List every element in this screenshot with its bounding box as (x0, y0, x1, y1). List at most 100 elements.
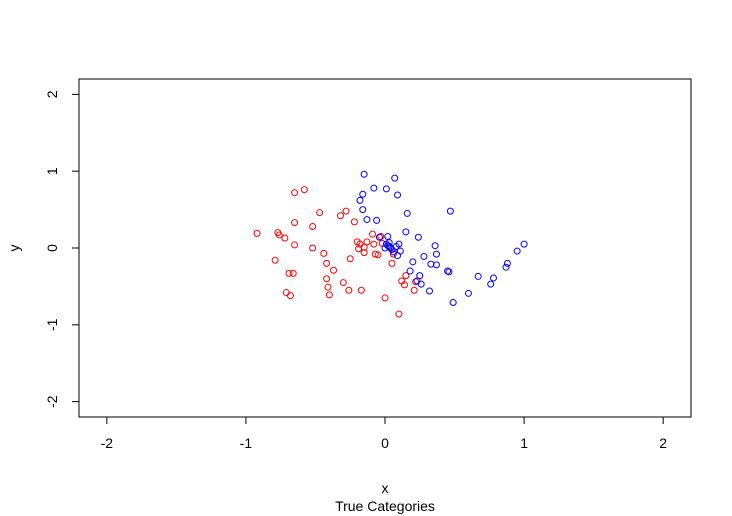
data-point (402, 272, 410, 280)
data-point (289, 269, 297, 277)
data-point (323, 259, 331, 267)
data-point (474, 272, 482, 280)
data-point (427, 260, 435, 268)
data-point (371, 250, 379, 258)
data-point (389, 250, 397, 258)
data-point (291, 219, 299, 227)
data-point (360, 243, 368, 251)
data-point (330, 266, 338, 274)
data-point (281, 234, 289, 242)
x-tick-label: -1 (240, 435, 253, 451)
y-axis: -2 -1 0 1 2 (44, 90, 80, 408)
data-point (389, 248, 397, 256)
data-point (426, 287, 434, 295)
data-point (410, 286, 418, 294)
data-point (375, 233, 383, 241)
data-point (432, 250, 440, 258)
data-point (363, 238, 371, 246)
data-point (520, 240, 528, 248)
data-point (360, 249, 368, 257)
data-point (291, 241, 299, 249)
data-point (368, 230, 376, 238)
data-point (350, 218, 358, 226)
data-point (356, 196, 364, 204)
data-point (320, 249, 328, 257)
y-tick-label: 0 (44, 244, 60, 252)
data-point (449, 299, 457, 307)
data-point (286, 292, 294, 300)
data-points (253, 170, 528, 318)
data-point (359, 190, 367, 198)
x-tick-label: -2 (101, 435, 114, 451)
data-point (513, 247, 521, 255)
data-point (402, 228, 410, 236)
y-tick-label: 1 (44, 167, 60, 175)
data-point (324, 283, 332, 291)
data-point (346, 255, 354, 263)
data-point (445, 268, 453, 276)
data-point (431, 242, 439, 250)
data-point (291, 189, 299, 197)
y-tick-label: -1 (44, 318, 60, 331)
data-point (336, 212, 344, 220)
data-point (309, 222, 317, 230)
data-point (370, 240, 378, 248)
data-point (446, 207, 454, 215)
data-point (406, 267, 414, 275)
data-point (396, 247, 404, 255)
y-tick-label: 2 (44, 90, 60, 98)
data-point (323, 275, 331, 283)
data-point (384, 232, 392, 240)
data-point (275, 231, 283, 239)
data-point (395, 240, 403, 248)
data-point (417, 280, 425, 288)
data-point (464, 289, 472, 297)
data-point (403, 209, 411, 217)
data-point (253, 229, 261, 237)
data-point (316, 209, 324, 217)
chart-subtitle: True Categories (335, 498, 435, 514)
data-point (339, 279, 347, 287)
data-point (300, 186, 308, 194)
data-point (409, 258, 417, 266)
data-point (359, 206, 367, 214)
data-point (432, 261, 440, 269)
data-point (388, 259, 396, 267)
data-point (381, 294, 389, 302)
data-point (342, 207, 350, 215)
data-point (285, 269, 293, 277)
data-point (325, 291, 333, 299)
data-point (357, 286, 365, 294)
data-point (373, 216, 381, 224)
data-point (370, 184, 378, 192)
x-tick-label: 1 (520, 435, 528, 451)
plot-frame (78, 78, 692, 418)
data-point (400, 281, 408, 289)
data-point (502, 263, 510, 271)
data-point (391, 174, 399, 182)
x-tick-label: 0 (381, 435, 389, 451)
data-point (414, 233, 422, 241)
data-point (271, 256, 279, 264)
data-point (503, 259, 511, 267)
data-point (394, 191, 402, 199)
x-axis-label: x (382, 480, 389, 496)
data-point (420, 252, 428, 260)
data-point (487, 280, 495, 288)
x-tick-label: 2 (659, 435, 667, 451)
data-point (309, 244, 317, 252)
data-point (381, 244, 389, 252)
data-point (489, 274, 497, 282)
y-axis-label: y (6, 245, 22, 252)
data-point (382, 185, 390, 193)
data-point (360, 170, 368, 178)
data-point (345, 286, 353, 294)
data-point (395, 310, 403, 318)
data-point (363, 216, 371, 224)
y-tick-label: -2 (44, 395, 60, 408)
x-axis: -2 -1 0 1 2 (101, 416, 667, 451)
data-point (282, 289, 290, 297)
data-point (416, 272, 424, 280)
data-point (374, 251, 382, 259)
